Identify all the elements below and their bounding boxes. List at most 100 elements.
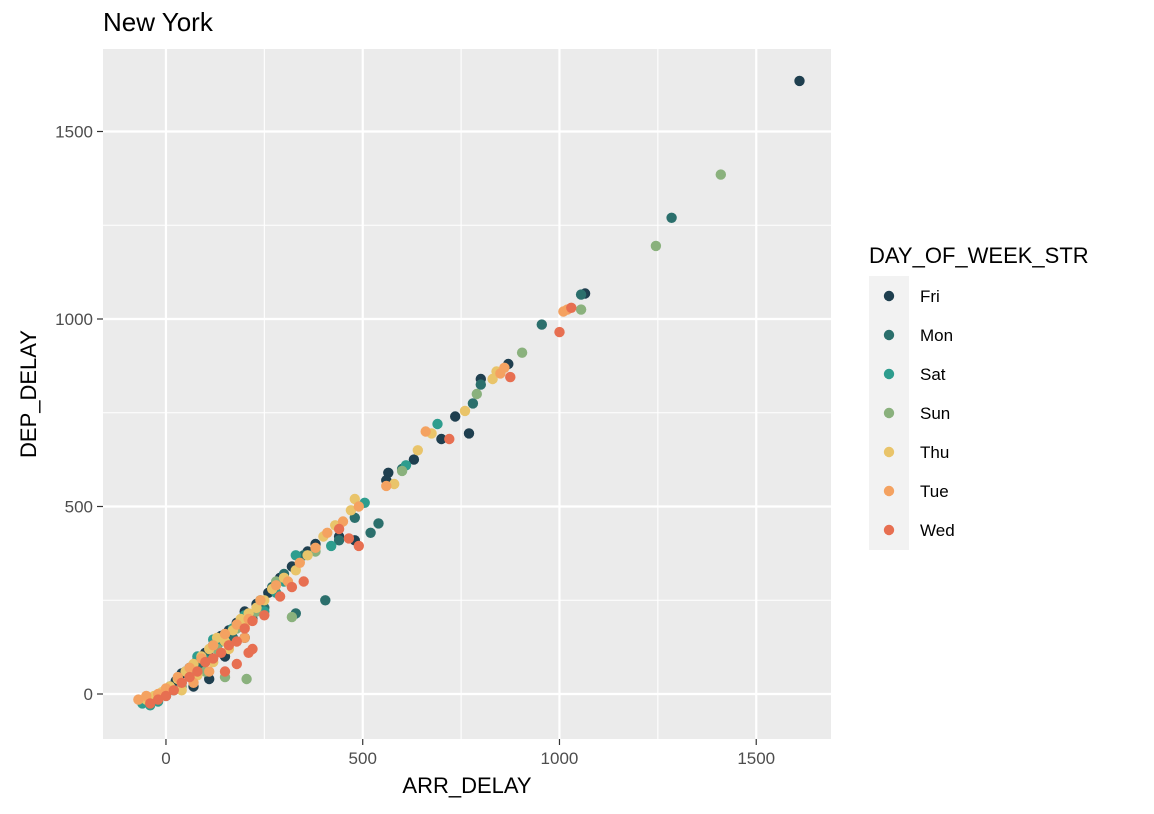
data-point [463, 428, 475, 439]
data-point [239, 632, 250, 643]
data-point [247, 643, 258, 655]
data-point [168, 685, 179, 696]
data-point [471, 388, 482, 400]
data-point [326, 540, 337, 552]
data-point [432, 418, 443, 430]
data-point [365, 527, 376, 538]
data-point [353, 501, 364, 512]
legend-key-dot [883, 485, 895, 497]
data-point [536, 319, 547, 330]
legend-item-fri: Fri [883, 287, 940, 306]
data-point [160, 683, 172, 694]
legend-item-mon: Mon [883, 326, 953, 345]
data-point [192, 666, 203, 677]
data-point [302, 550, 313, 561]
data-point [255, 595, 266, 606]
data-point [298, 576, 309, 587]
data-point [459, 405, 471, 417]
data-point [310, 542, 321, 553]
series-tue [133, 304, 573, 705]
data-point [505, 371, 516, 383]
data-point [436, 433, 447, 445]
data-point [343, 533, 355, 544]
data-point [231, 636, 242, 647]
data-point [444, 433, 455, 445]
grid-major [103, 49, 831, 739]
data-point [239, 623, 250, 634]
chart-title: New York [103, 7, 214, 37]
data-point [715, 169, 726, 180]
data-point [219, 666, 231, 677]
data-point [487, 373, 498, 385]
data-point [575, 289, 587, 300]
legend-key-dot [883, 524, 895, 536]
data-point [133, 694, 144, 705]
data-point [566, 302, 577, 313]
plot-panel [103, 49, 831, 739]
legend-key-dot [883, 329, 895, 341]
data-point [408, 454, 420, 465]
data-point [231, 619, 242, 630]
data-point [200, 656, 211, 668]
data-point [274, 591, 286, 602]
data-point [475, 379, 486, 390]
legend-label: Sat [920, 365, 946, 384]
y-tick-label: 1500 [55, 123, 93, 142]
data-point [794, 75, 805, 87]
data-point [412, 445, 423, 456]
data-point [420, 426, 431, 437]
data-point [160, 690, 172, 702]
data-point [241, 673, 252, 685]
legend-key-dot [883, 368, 895, 380]
legend-item-thu: Thu [883, 443, 949, 462]
legend-item-sun: Sun [883, 404, 950, 423]
data-point [219, 628, 231, 640]
y-tick-label: 0 [84, 685, 93, 704]
data-point [208, 640, 219, 651]
y-tick-label: 500 [65, 498, 93, 517]
legend-key-dot [883, 446, 895, 458]
data-point [554, 326, 565, 338]
x-tick-label: 0 [161, 749, 170, 768]
data-point [450, 411, 461, 422]
legend-items: Fri Mon Sat Sun Thu Tue Wed [883, 287, 955, 540]
data-point [333, 523, 345, 535]
x-tick-label: 1500 [737, 749, 775, 768]
data-point [396, 465, 408, 477]
data-point [208, 653, 219, 664]
data-point [184, 671, 195, 683]
data-point [286, 611, 298, 623]
data-point [184, 662, 195, 673]
legend-title: DAY_OF_WEEK_STR [869, 243, 1089, 268]
data-point [215, 647, 227, 658]
data-point [353, 540, 364, 552]
data-point [467, 398, 479, 409]
data-point [495, 368, 506, 379]
data-points [133, 75, 805, 711]
data-point [345, 505, 357, 516]
x-axis-title: ARR_DELAY [402, 773, 532, 798]
data-point [247, 615, 258, 627]
x-axis-ticks: 0 500 1000 1500 [161, 739, 775, 768]
x-tick-label: 1000 [541, 749, 579, 768]
legend-label: Thu [920, 443, 949, 462]
legend-item-sat: Sat [883, 365, 946, 384]
legend: DAY_OF_WEEK_STR Fri Mon Sat Sun Thu Tue Wed [869, 243, 1089, 550]
legend-key-dot [883, 290, 895, 302]
data-point [373, 518, 384, 529]
y-axis-ticks: 0 500 1000 1500 [55, 123, 103, 704]
data-point [666, 212, 677, 223]
data-point [389, 478, 400, 490]
legend-label: Sun [920, 404, 950, 423]
legend-label: Mon [920, 326, 953, 345]
data-point [204, 666, 215, 677]
legend-label: Wed [920, 521, 955, 540]
data-point [152, 694, 164, 705]
legend-label: Fri [920, 287, 940, 306]
data-point [270, 580, 282, 591]
legend-item-tue: Tue [883, 482, 949, 501]
data-point [516, 347, 528, 358]
data-point [223, 640, 235, 651]
data-point [320, 595, 331, 606]
y-axis-title: DEP_DELAY [16, 330, 41, 458]
